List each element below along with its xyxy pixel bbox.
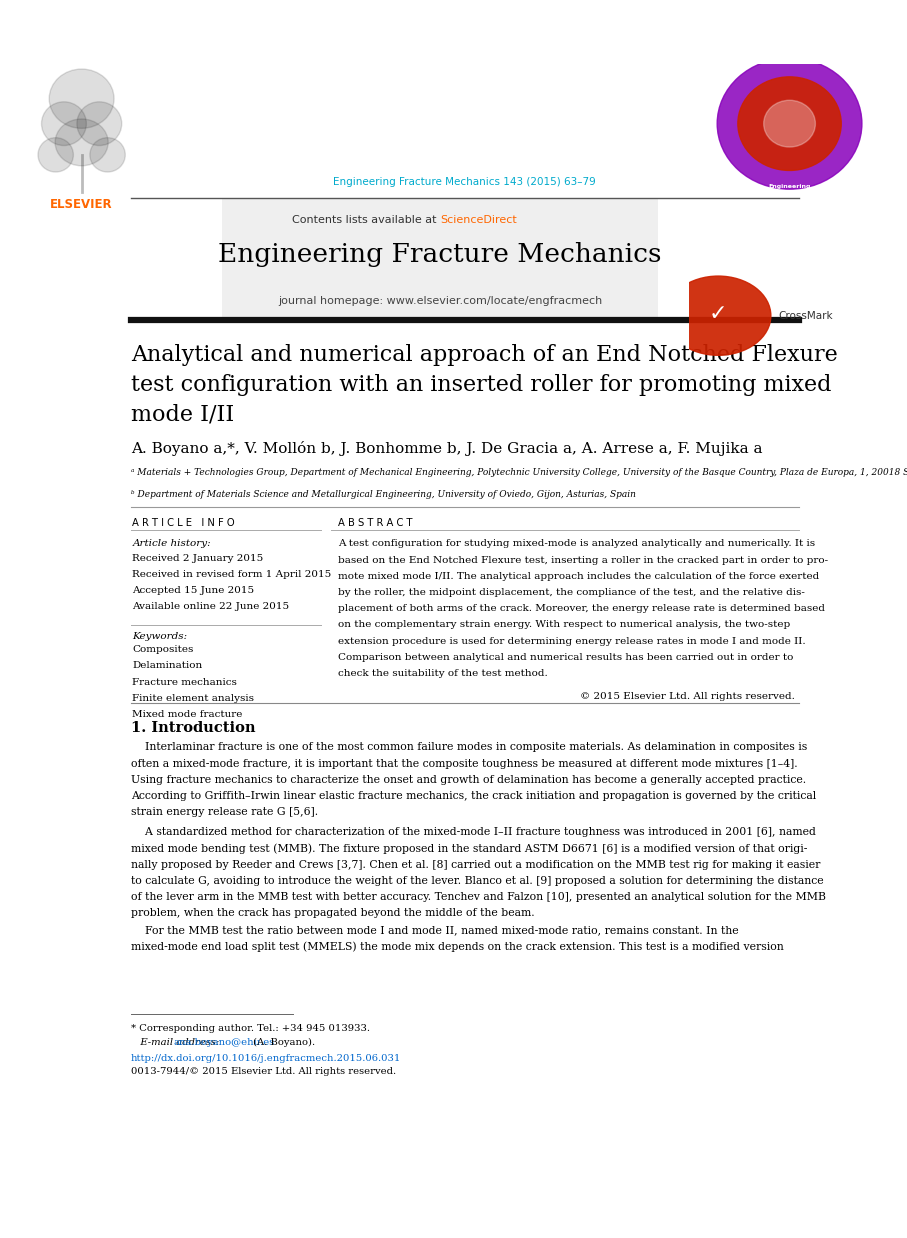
Text: For the MMB test the ratio between mode I and mode II, named mixed-mode ratio, r: For the MMB test the ratio between mode … <box>131 926 738 936</box>
Text: Accepted 15 June 2015: Accepted 15 June 2015 <box>132 586 255 595</box>
Text: Using fracture mechanics to characterize the onset and growth of delamination ha: Using fracture mechanics to characterize… <box>131 775 806 785</box>
Text: mote mixed mode I/II. The analytical approach includes the calculation of the fo: mote mixed mode I/II. The analytical app… <box>338 572 820 581</box>
Text: Mixed mode fracture: Mixed mode fracture <box>132 711 243 719</box>
Ellipse shape <box>49 69 114 129</box>
Circle shape <box>666 276 771 355</box>
Text: strain energy release rate G [5,6].: strain energy release rate G [5,6]. <box>131 807 318 817</box>
Text: http://dx.doi.org/10.1016/j.engfracmech.2015.06.031: http://dx.doi.org/10.1016/j.engfracmech.… <box>131 1054 401 1063</box>
Ellipse shape <box>38 137 73 172</box>
Text: placement of both arms of the crack. Moreover, the energy release rate is determ: placement of both arms of the crack. Mor… <box>338 604 825 613</box>
Text: Comparison between analytical and numerical results has been carried out in orde: Comparison between analytical and numeri… <box>338 652 794 662</box>
Text: Engineering Fracture Mechanics 143 (2015) 63–79: Engineering Fracture Mechanics 143 (2015… <box>334 177 596 187</box>
Text: problem, when the crack has propagated beyond the middle of the beam.: problem, when the crack has propagated b… <box>131 909 534 919</box>
Text: A. Boyano a,*, V. Mollón b, J. Bonhomme b, J. De Gracia a, A. Arrese a, F. Mujik: A. Boyano a,*, V. Mollón b, J. Bonhomme … <box>131 441 763 457</box>
Text: Received in revised form 1 April 2015: Received in revised form 1 April 2015 <box>132 569 332 579</box>
Text: ELSEVIER: ELSEVIER <box>50 198 113 212</box>
Text: of the lever arm in the MMB test with better accuracy. Tenchev and Falzon [10], : of the lever arm in the MMB test with be… <box>131 893 825 903</box>
Text: Received 2 January 2015: Received 2 January 2015 <box>132 553 264 563</box>
Text: mixed-mode end load split test (MMELS) the mode mix depends on the crack extensi: mixed-mode end load split test (MMELS) t… <box>131 942 784 952</box>
Circle shape <box>737 77 842 171</box>
Text: by the roller, the midpoint displacement, the compliance of the test, and the re: by the roller, the midpoint displacement… <box>338 588 805 597</box>
Text: A B S T R A C T: A B S T R A C T <box>338 519 413 529</box>
Text: Contents lists available at: Contents lists available at <box>292 215 440 225</box>
Text: Engineering
Fracture Mechanics: Engineering Fracture Mechanics <box>755 183 824 194</box>
Text: mixed mode bending test (MMB). The fixture proposed in the standard ASTM D6671 [: mixed mode bending test (MMB). The fixtu… <box>131 843 807 854</box>
Text: Finite element analysis: Finite element analysis <box>132 693 254 703</box>
Text: ᵇ Department of Materials Science and Metallurgical Engineering, University of O: ᵇ Department of Materials Science and Me… <box>131 490 636 499</box>
Text: 1. Introduction: 1. Introduction <box>131 721 256 734</box>
Text: to calculate G, avoiding to introduce the weight of the lever. Blanco et al. [9]: to calculate G, avoiding to introduce th… <box>131 877 824 886</box>
Text: Analytical and numerical approach of an End Notched Flexure
test configuration w: Analytical and numerical approach of an … <box>131 344 838 426</box>
Ellipse shape <box>77 102 122 146</box>
Text: check the suitability of the test method.: check the suitability of the test method… <box>338 669 548 678</box>
Text: Engineering Fracture Mechanics: Engineering Fracture Mechanics <box>219 241 662 267</box>
Text: © 2015 Elsevier Ltd. All rights reserved.: © 2015 Elsevier Ltd. All rights reserved… <box>580 692 795 701</box>
Ellipse shape <box>55 119 108 166</box>
FancyBboxPatch shape <box>222 198 658 318</box>
Text: According to Griffith–Irwin linear elastic fracture mechanics, the crack initiat: According to Griffith–Irwin linear elast… <box>131 791 816 801</box>
Text: A standardized method for characterization of the mixed-mode I–II fracture tough: A standardized method for characterizati… <box>131 827 815 837</box>
Text: journal homepage: www.elsevier.com/locate/engfracmech: journal homepage: www.elsevier.com/locat… <box>278 296 602 306</box>
Text: 0013-7944/© 2015 Elsevier Ltd. All rights reserved.: 0013-7944/© 2015 Elsevier Ltd. All right… <box>131 1067 396 1076</box>
Circle shape <box>717 58 862 189</box>
Text: Keywords:: Keywords: <box>132 631 188 641</box>
Text: (A. Boyano).: (A. Boyano). <box>250 1037 316 1047</box>
Text: based on the End Notched Flexure test, inserting a roller in the cracked part in: based on the End Notched Flexure test, i… <box>338 556 828 565</box>
Text: Interlaminar fracture is one of the most common failure modes in composite mater: Interlaminar fracture is one of the most… <box>131 743 807 753</box>
Text: Delamination: Delamination <box>132 661 202 671</box>
Text: E-mail address:: E-mail address: <box>131 1037 222 1047</box>
Text: CrossMark: CrossMark <box>779 311 834 321</box>
Text: A test configuration for studying mixed-mode is analyzed analytically and numeri: A test configuration for studying mixed-… <box>338 540 815 548</box>
Ellipse shape <box>90 137 125 172</box>
Text: Composites: Composites <box>132 645 194 654</box>
Text: ScienceDirect: ScienceDirect <box>440 215 517 225</box>
Text: Available online 22 June 2015: Available online 22 June 2015 <box>132 603 289 612</box>
Text: * Corresponding author. Tel.: +34 945 013933.: * Corresponding author. Tel.: +34 945 01… <box>131 1024 370 1032</box>
Text: ᵃ Materials + Technologies Group, Department of Mechanical Engineering, Polytech: ᵃ Materials + Technologies Group, Depart… <box>131 468 907 477</box>
Text: extension procedure is used for determining energy release rates in mode I and m: extension procedure is used for determin… <box>338 636 806 646</box>
Text: ana.boyano@ehu.es: ana.boyano@ehu.es <box>173 1037 275 1047</box>
Text: nally proposed by Reeder and Crews [3,7]. Chen et al. [8] carried out a modifica: nally proposed by Reeder and Crews [3,7]… <box>131 859 820 869</box>
Ellipse shape <box>42 102 86 146</box>
Text: A R T I C L E   I N F O: A R T I C L E I N F O <box>132 519 235 529</box>
Text: Article history:: Article history: <box>132 540 211 548</box>
Text: often a mixed-mode fracture, it is important that the composite toughness be mea: often a mixed-mode fracture, it is impor… <box>131 759 797 769</box>
Circle shape <box>764 100 815 147</box>
Text: Fracture mechanics: Fracture mechanics <box>132 677 238 687</box>
Text: on the complementary strain energy. With respect to numerical analysis, the two-: on the complementary strain energy. With… <box>338 620 791 629</box>
Text: ✓: ✓ <box>709 303 727 323</box>
